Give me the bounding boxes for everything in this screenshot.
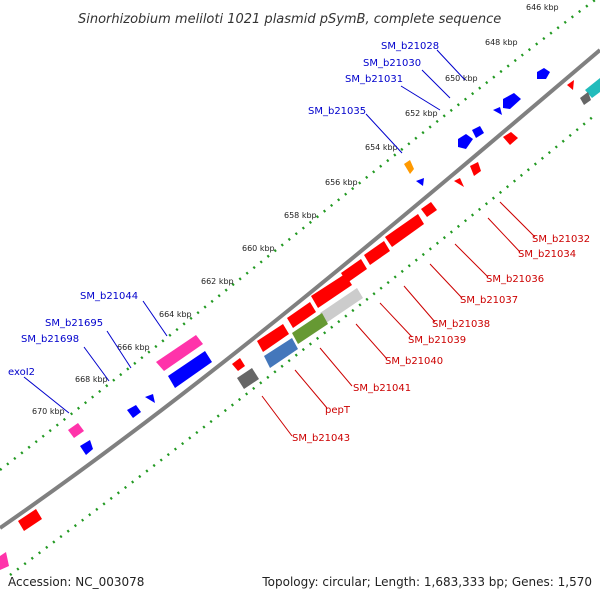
- gene-block[interactable]: [416, 178, 424, 186]
- gene-block[interactable]: [580, 92, 591, 105]
- gene-block[interactable]: [287, 302, 316, 328]
- tick-label: 658 kbp: [284, 211, 317, 220]
- gene-label[interactable]: SM_b21043: [292, 433, 350, 444]
- gene-block[interactable]: [68, 423, 84, 438]
- gene-label[interactable]: SM_b21698: [21, 334, 79, 345]
- gene-block[interactable]: [503, 93, 521, 109]
- tick-label: 650 kbp: [445, 74, 478, 83]
- tick-label: 648 kbp: [485, 38, 518, 47]
- genome-backbone: [0, 48, 600, 530]
- gene-label[interactable]: SM_b21031: [345, 74, 403, 85]
- outer-tick-track: [0, 0, 596, 471]
- tick-label: 660 kbp: [242, 244, 275, 253]
- gene-label[interactable]: SM_b21044: [80, 291, 138, 302]
- gene-block[interactable]: [127, 405, 141, 418]
- gene-block[interactable]: [168, 351, 212, 388]
- gene-block[interactable]: [18, 509, 42, 531]
- tick-label: 666 kbp: [117, 343, 150, 352]
- tick-labels: 646 kbp 648 kbp 650 kbp 652 kbp 654 kbp …: [32, 3, 559, 416]
- gene-label[interactable]: pepT: [325, 405, 351, 416]
- gene-block[interactable]: [472, 126, 484, 138]
- tick-label: 664 kbp: [159, 310, 192, 319]
- gene-block[interactable]: [470, 162, 481, 176]
- gene-label[interactable]: SM_b21040: [385, 356, 443, 367]
- gene-block[interactable]: [537, 68, 550, 79]
- gene-label[interactable]: SM_b21695: [45, 318, 103, 329]
- gene-block[interactable]: [257, 324, 289, 352]
- tick-label: 656 kbp: [325, 178, 358, 187]
- forward-genes: [68, 68, 550, 455]
- forward-leaders: [23, 49, 466, 414]
- gene-block[interactable]: [232, 358, 245, 371]
- tick-label: 668 kbp: [75, 375, 108, 384]
- gene-block[interactable]: [264, 338, 298, 368]
- tick-label: 654 kbp: [365, 143, 398, 152]
- gene-label[interactable]: SM_b21035: [308, 106, 366, 117]
- reverse-gene-labels: SM_b21032 SM_b21034 SM_b21036 SM_b21037 …: [292, 234, 590, 444]
- gene-block[interactable]: [311, 274, 352, 308]
- gene-label[interactable]: SM_b21034: [518, 249, 576, 260]
- gene-block[interactable]: [454, 178, 464, 187]
- gene-block[interactable]: [458, 134, 473, 149]
- gene-block[interactable]: [156, 335, 203, 371]
- gene-label[interactable]: SM_b21041: [353, 383, 411, 394]
- gene-block[interactable]: [421, 202, 437, 217]
- gene-label[interactable]: SM_b21039: [408, 335, 466, 346]
- tick-label: 662 kbp: [201, 277, 234, 286]
- reverse-genes: [0, 78, 600, 570]
- gene-block[interactable]: [80, 440, 93, 455]
- gene-label[interactable]: SM_b21038: [432, 319, 490, 330]
- gene-label[interactable]: SM_b21030: [363, 58, 421, 69]
- topology-text: Topology: circular; Length: 1,683,333 bp…: [261, 575, 592, 589]
- accession-text: Accession: NC_003078: [8, 575, 144, 589]
- gene-label[interactable]: SM_b21037: [460, 295, 518, 306]
- gene-block[interactable]: [320, 288, 363, 323]
- gene-label[interactable]: SM_b21032: [532, 234, 590, 245]
- gene-block[interactable]: [503, 132, 518, 145]
- gene-label[interactable]: exoI2: [8, 367, 35, 378]
- gene-block[interactable]: [237, 368, 259, 389]
- tick-label: 670 kbp: [32, 407, 65, 416]
- gene-block[interactable]: [585, 78, 600, 98]
- reverse-leaders: [261, 201, 536, 437]
- forward-gene-labels: SM_b21028 SM_b21030 SM_b21031 SM_b21035 …: [8, 41, 439, 378]
- gene-label[interactable]: SM_b21028: [381, 41, 439, 52]
- gene-block[interactable]: [404, 160, 414, 174]
- tick-label: 646 kbp: [526, 3, 559, 12]
- gene-block[interactable]: [364, 241, 390, 265]
- gene-block[interactable]: [493, 107, 502, 115]
- tick-label: 652 kbp: [405, 109, 438, 118]
- map-title: Sinorhizobium meliloti 1021 plasmid pSym…: [78, 12, 501, 27]
- gene-block[interactable]: [385, 214, 424, 247]
- gene-block[interactable]: [341, 259, 367, 283]
- gene-block[interactable]: [0, 552, 9, 570]
- gene-label[interactable]: SM_b21036: [486, 274, 544, 285]
- gene-block[interactable]: [292, 313, 328, 344]
- inner-tick-track: [9, 114, 596, 576]
- gene-block[interactable]: [567, 80, 574, 90]
- gene-block[interactable]: [145, 394, 155, 403]
